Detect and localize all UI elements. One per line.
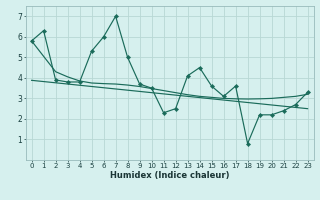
X-axis label: Humidex (Indice chaleur): Humidex (Indice chaleur) bbox=[110, 171, 229, 180]
